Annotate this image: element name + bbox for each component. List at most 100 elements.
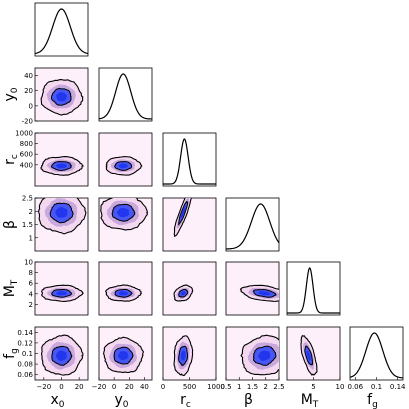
ytick-label-rc: 1000	[15, 130, 33, 138]
ylabel-MT: MT	[2, 279, 20, 297]
xtick-label-MT: 5	[311, 383, 315, 391]
ytick-label-beta: 1.5	[22, 221, 33, 229]
joint-panel-beta-rc	[162, 197, 217, 252]
marginal-frame-rc	[162, 132, 217, 187]
ytick-label-rc: 600	[20, 151, 33, 159]
contour-core	[118, 291, 128, 296]
joint-panel-fg-y0	[98, 326, 153, 381]
xtick-label-beta: 0.5	[220, 383, 231, 391]
marginal-curve-y0	[98, 73, 153, 120]
contour-core	[306, 350, 311, 361]
contour-core	[55, 291, 67, 296]
xtick-label-beta: 1	[237, 383, 241, 391]
ytick-label-rc: 400	[20, 161, 33, 169]
ytick-label-MT: 4	[29, 290, 34, 298]
xtick-label-fg: 0.1	[371, 383, 382, 391]
xtick-label-y0: 0	[112, 383, 116, 391]
ylabel-beta: β	[2, 220, 18, 229]
labels-layer: -2002040400600800100011.522.52468100.060…	[2, 72, 406, 409]
ytick-label-y0: 40	[24, 72, 33, 80]
marginal-panel-fg	[349, 326, 404, 381]
ytick-label-fg: 0.1	[22, 350, 33, 358]
xlabel-y0: y0	[114, 392, 128, 409]
contour-core	[258, 350, 271, 361]
joint-panel-fg-rc	[162, 326, 217, 381]
marginal-panel-rc	[162, 132, 217, 187]
marginal-panel-y0	[98, 67, 153, 122]
contour-core	[180, 291, 186, 296]
xtick-label-y0: 40	[140, 383, 149, 391]
marginal-frame-fg	[349, 326, 404, 381]
joint-panel-fg-x0	[34, 326, 89, 381]
contour-core	[118, 163, 128, 169]
marginal-frame-x0	[34, 2, 89, 57]
joint-panel-beta-x0	[34, 197, 89, 252]
xlabel-rc: rc	[180, 392, 191, 409]
ylabel-y0: y0	[2, 87, 20, 101]
ytick-label-MT: 8	[29, 269, 33, 277]
xtick-label-beta: 2.5	[273, 383, 284, 391]
joint-panel-rc-y0	[98, 132, 153, 187]
contour-core	[56, 163, 67, 169]
xlabel-beta: β	[244, 392, 253, 408]
xtick-label-rc: 1000	[207, 383, 225, 391]
xtick-label-y0: −20	[92, 383, 107, 391]
xtick-label-x0: 0	[59, 383, 63, 391]
ytick-label-beta: 2.5	[22, 195, 33, 203]
joint-panel-rc-x0	[34, 132, 89, 187]
xtick-label-y0: 20	[125, 383, 134, 391]
ytick-label-fg: 0.08	[17, 361, 33, 369]
xtick-label-rc: 0	[161, 383, 165, 391]
contour-core	[55, 206, 68, 218]
joint-panel-fg-MT	[286, 326, 341, 381]
contour-core	[180, 350, 186, 361]
ylabel-rc: rc	[2, 154, 20, 165]
xtick-label-MT: 10	[336, 383, 345, 391]
marginal-panel-MT	[286, 261, 341, 316]
joint-panel-beta-y0	[98, 197, 153, 252]
joint-panel-fg-beta	[225, 326, 280, 381]
xlabel-MT: MT	[301, 392, 319, 409]
xtick-label-rc: 500	[183, 383, 196, 391]
ytick-label-beta: 2	[29, 208, 33, 216]
ytick-label-y0: 20	[24, 87, 33, 95]
marginal-curve-MT	[287, 267, 340, 314]
xtick-label-x0: 20	[75, 383, 84, 391]
contour-core	[117, 207, 130, 218]
xlabel-x0: x0	[50, 392, 64, 409]
ytick-label-fg: 0.14	[17, 329, 33, 337]
ytick-label-fg: 0.06	[17, 371, 33, 379]
joint-panel-MT-beta	[225, 261, 280, 316]
xtick-label-beta: 1.5	[247, 383, 258, 391]
xtick-label-beta: 2	[264, 383, 268, 391]
ytick-label-fg: 0.12	[17, 339, 33, 347]
contour-core	[56, 92, 67, 102]
xlabel-fg: fg	[367, 392, 378, 409]
marginal-curve-rc	[163, 138, 216, 185]
joint-panel-y0-x0	[34, 67, 89, 122]
xtick-label-x0: −20	[36, 383, 51, 391]
ytick-label-y0: 0	[29, 102, 33, 110]
ytick-label-MT: 10	[24, 259, 33, 267]
contour-core	[258, 291, 271, 296]
ytick-label-MT: 6	[29, 280, 34, 288]
panels-layer	[34, 2, 404, 381]
contour-core	[180, 206, 186, 219]
xtick-label-fg: 0.06	[348, 383, 364, 391]
contour-core	[55, 350, 67, 361]
xtick-label-fg: 0.14	[390, 383, 406, 391]
ytick-label-y0: -20	[22, 118, 33, 126]
joint-panel-MT-x0	[34, 261, 89, 316]
joint-panel-MT-y0	[98, 261, 153, 316]
ylabel-fg: fg	[2, 348, 20, 359]
marginal-curve-fg	[349, 332, 404, 379]
marginal-curve-beta	[225, 203, 280, 250]
marginal-panel-x0	[34, 2, 89, 57]
joint-panel-MT-rc	[162, 261, 217, 316]
ytick-label-rc: 800	[20, 140, 33, 148]
marginal-panel-beta	[225, 197, 280, 252]
ytick-label-MT: 2	[29, 301, 33, 309]
contour-core	[117, 351, 129, 361]
marginal-curve-x0	[34, 8, 89, 55]
